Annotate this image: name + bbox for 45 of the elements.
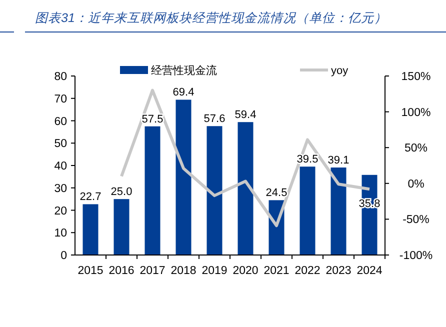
y2-tick-label: -100% (399, 250, 433, 262)
bar (82, 204, 98, 255)
data-label: 57.5 (142, 113, 164, 126)
bar (300, 166, 316, 255)
data-label: 59.4 (234, 109, 256, 122)
x-tick-label: 2021 (264, 265, 290, 277)
x-tick-label: 2022 (294, 265, 320, 277)
y-tick-label: 30 (54, 182, 67, 195)
data-label: 57.6 (204, 113, 226, 126)
x-tick-label: 2017 (140, 265, 166, 277)
bar (114, 199, 130, 255)
legend-label: yoy (331, 65, 349, 77)
data-label: 24.5 (266, 187, 288, 200)
bar (144, 126, 160, 255)
bar (238, 122, 254, 255)
y-tick-label: 70 (54, 93, 67, 106)
x-tick-label: 2024 (356, 265, 383, 277)
x-tick-label: 2016 (108, 265, 134, 277)
bar (206, 126, 222, 255)
y2-tick-label: 150% (401, 71, 431, 83)
data-label: 69.4 (172, 86, 194, 99)
legend-label: 经营性现金流 (151, 64, 217, 77)
bar (330, 168, 346, 255)
y-tick-label: 80 (54, 71, 67, 83)
y-tick-label: 50 (54, 138, 67, 150)
y2-tick-label: -50% (402, 214, 430, 226)
y-tick-label: 0 (60, 250, 67, 262)
y-tick-label: 60 (54, 116, 67, 128)
x-tick-label: 2015 (78, 265, 104, 277)
y2-tick-label: 0% (408, 178, 424, 190)
x-tick-label: 2020 (232, 265, 258, 277)
x-tick-label: 2023 (326, 265, 352, 277)
data-label: 39.5 (296, 154, 318, 166)
data-label: 22.7 (80, 191, 102, 204)
bar (176, 100, 192, 255)
x-tick-label: 2018 (170, 265, 196, 277)
data-label: 39.1 (328, 154, 350, 167)
x-tick-label: 2019 (202, 265, 228, 277)
y-tick-label: 10 (54, 228, 67, 240)
y2-tick-label: 100% (401, 106, 431, 119)
y2-tick-label: 50% (404, 142, 428, 155)
data-label: 25.0 (110, 186, 132, 198)
chart-title: 图表31：近年来互联网板块经营性现金流情况（单位：亿元） (35, 11, 387, 25)
y-tick-label: 40 (54, 160, 67, 172)
y-tick-label: 20 (54, 205, 67, 218)
